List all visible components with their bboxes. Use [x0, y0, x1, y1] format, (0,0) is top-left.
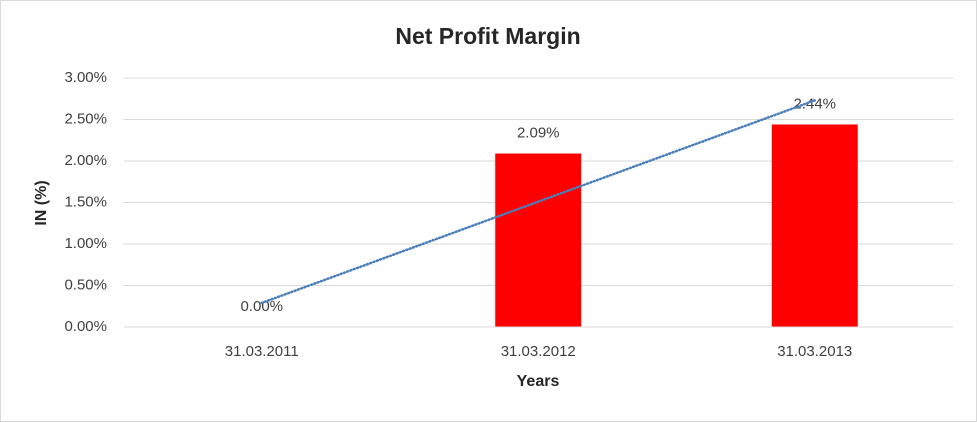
bar — [495, 153, 582, 327]
chart-title: Net Profit Margin — [395, 23, 580, 49]
x-tick-label: 31.03.2013 — [777, 343, 852, 360]
data-label: 2.44% — [793, 95, 836, 112]
x-axis-title: Years — [517, 373, 560, 390]
y-tick-label: 2.50% — [64, 110, 107, 127]
y-tick-label: 3.00% — [64, 69, 107, 86]
data-label: 2.09% — [517, 124, 560, 141]
y-tick-label: 0.50% — [64, 276, 107, 293]
x-tick-label: 31.03.2012 — [501, 343, 576, 360]
y-tick-label: 1.50% — [64, 193, 107, 210]
x-tick-label: 31.03.2011 — [225, 343, 299, 360]
data-label: 0.00% — [240, 298, 283, 315]
bar — [771, 124, 858, 327]
y-axis-title: IN (%) — [33, 180, 50, 225]
trendline — [260, 99, 816, 305]
y-tick-label: 1.00% — [64, 235, 107, 252]
y-tick-label: 0.00% — [64, 318, 107, 335]
y-tick-label: 2.00% — [64, 152, 107, 169]
